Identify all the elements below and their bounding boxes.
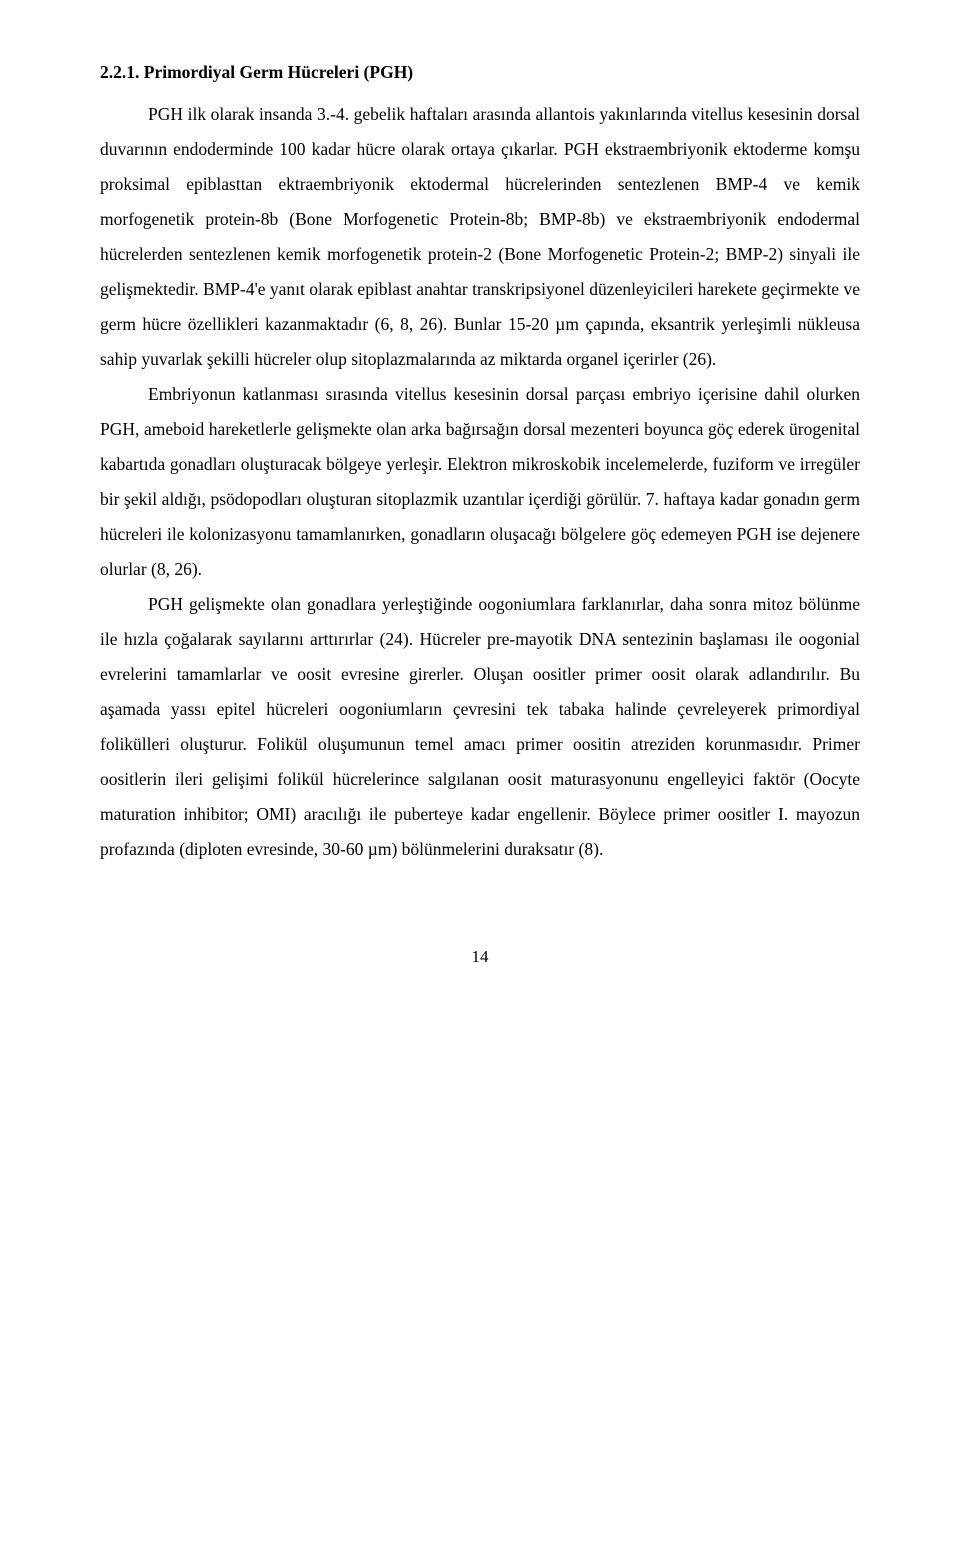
body-paragraph: Embriyonun katlanması sırasında vitellus… xyxy=(100,377,860,587)
page-number: 14 xyxy=(100,947,860,967)
body-paragraph: PGH gelişmekte olan gonadlara yerleştiği… xyxy=(100,587,860,867)
section-heading: 2.2.1. Primordiyal Germ Hücreleri (PGH) xyxy=(100,60,860,85)
body-paragraph: PGH ilk olarak insanda 3.-4. gebelik haf… xyxy=(100,97,860,377)
